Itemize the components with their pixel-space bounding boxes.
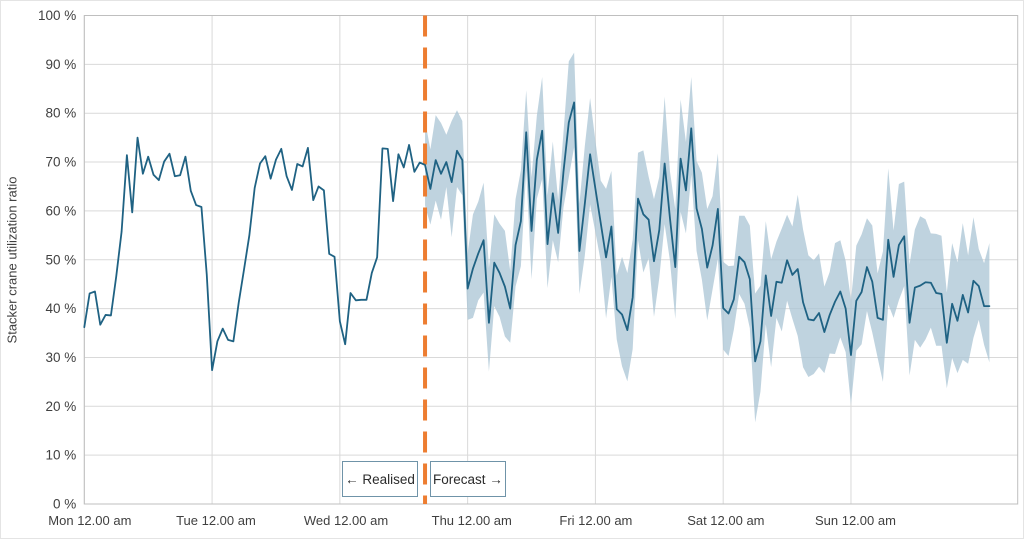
svg-text:50 %: 50 % [46,252,77,267]
svg-text:30 %: 30 % [46,350,77,365]
svg-text:10 %: 10 % [46,448,77,463]
svg-text:0 %: 0 % [53,497,76,512]
svg-text:70 %: 70 % [46,155,77,170]
svg-text:80 %: 80 % [46,106,77,121]
svg-text:Tue 12.00 am: Tue 12.00 am [176,513,256,528]
svg-text:90 %: 90 % [46,57,77,72]
svg-text:Thu 12.00 am: Thu 12.00 am [432,513,512,528]
svg-text:Wed 12.00 am: Wed 12.00 am [304,513,388,528]
svg-text:100 %: 100 % [38,8,76,23]
svg-text:Fri 12.00 am: Fri 12.00 am [559,513,632,528]
svg-text:Mon 12.00 am: Mon 12.00 am [48,513,131,528]
svg-text:60 %: 60 % [46,203,77,218]
svg-text:20 %: 20 % [46,399,77,414]
svg-text:Sun 12.00 am: Sun 12.00 am [815,513,896,528]
svg-text:40 %: 40 % [46,301,77,316]
svg-text:Sat 12.00 am: Sat 12.00 am [687,513,764,528]
